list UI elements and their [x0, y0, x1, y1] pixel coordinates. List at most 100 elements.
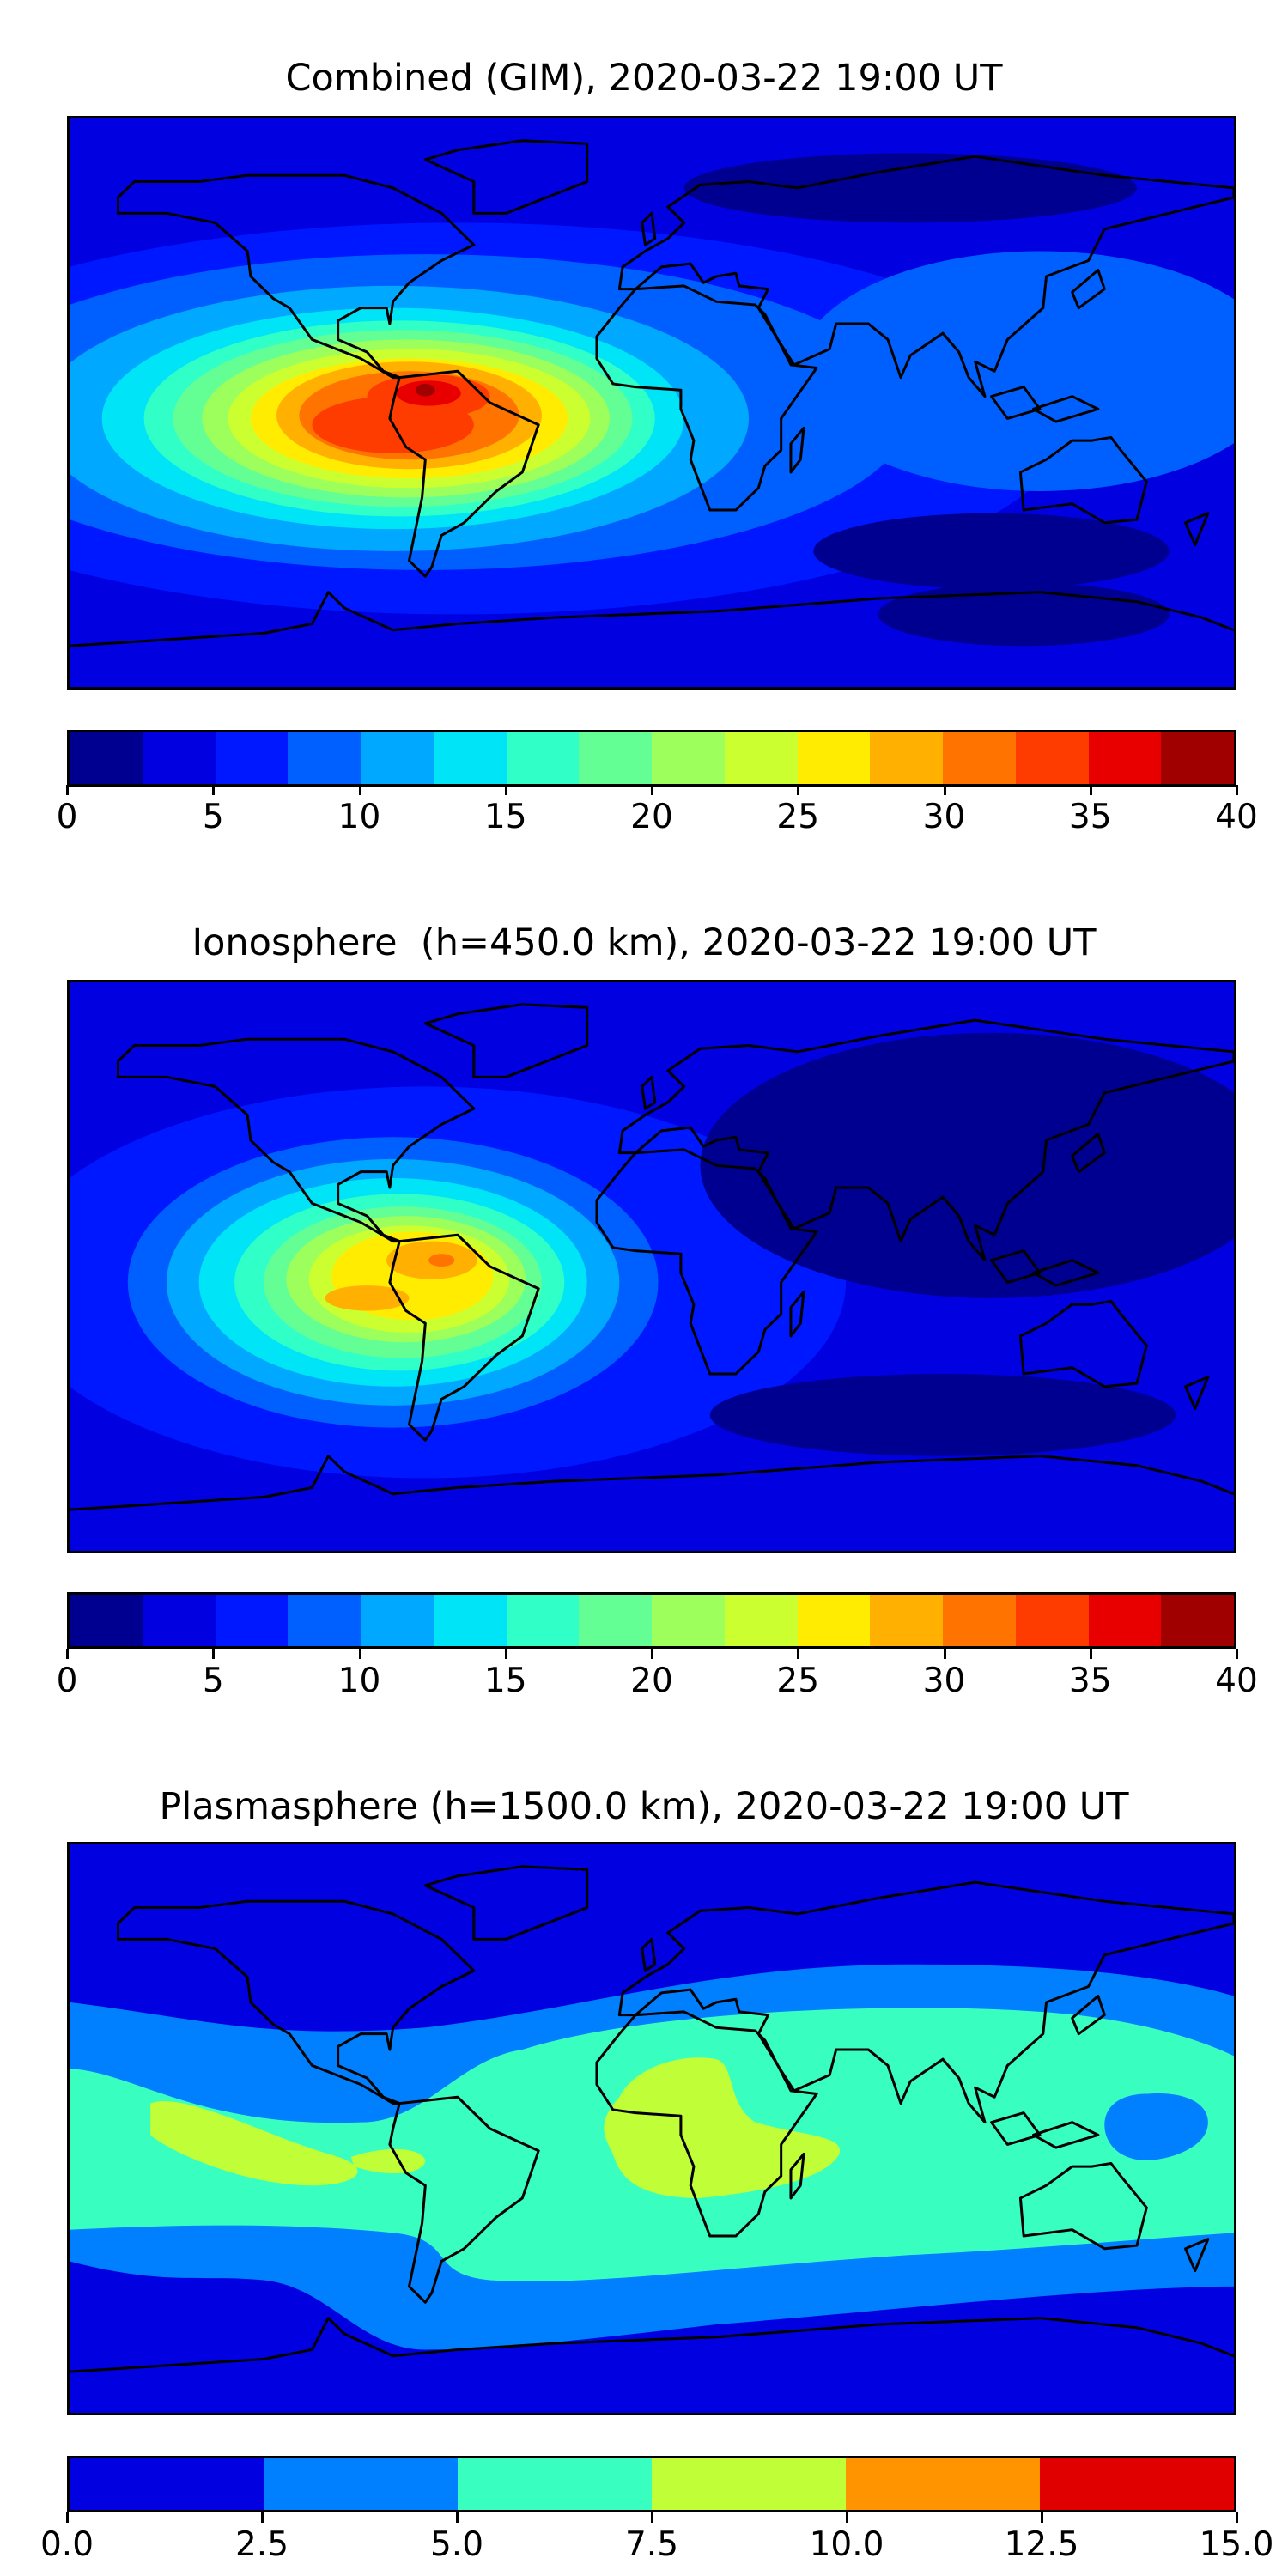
colorbar-tick [456, 2512, 459, 2523]
colorbar-tick-label: 10.0 [809, 2525, 884, 2564]
coastline [1072, 1996, 1105, 2034]
coastline [992, 387, 1041, 419]
contour-level-3 [150, 2100, 358, 2186]
coastline [425, 141, 586, 214]
coastline [70, 1456, 1234, 1510]
coastline [70, 592, 1234, 647]
colorbar-segment-1 [264, 2458, 458, 2510]
coastline [642, 1939, 655, 1971]
coastline [992, 1251, 1041, 1283]
colorbar-segment-8 [652, 732, 725, 784]
colorbar-segment-6 [506, 1595, 580, 1646]
colorbar-tick-label: 2.5 [234, 2525, 289, 2564]
panel-title: Plasmasphere (h=1500.0 km), 2020-03-22 1… [159, 1785, 1129, 1828]
colorbar-ticks: 0.0 2.5 5.0 7.5 10.0 12.5 15.0 [40, 2512, 1273, 2564]
colorbar-segment-5 [433, 1595, 507, 1646]
panel-title: Combined (GIM), 2020-03-22 19:00 UT [285, 57, 1003, 100]
coastline [619, 1020, 1234, 1261]
coastline [597, 1150, 817, 1374]
contour-level-1 [1104, 2093, 1208, 2160]
colorbar-segment-14 [1088, 1595, 1162, 1646]
colorbar-tick-label: 7.5 [624, 2525, 679, 2564]
coastline [791, 2154, 804, 2197]
colorbar [67, 730, 1236, 787]
coastline [1186, 1377, 1208, 1409]
colorbar-tick [504, 1649, 507, 1659]
colorbar-segment-2 [215, 732, 289, 784]
coastline [390, 2097, 538, 2302]
colorbar-segment-12 [943, 732, 1016, 784]
contour-level-0 [813, 513, 1170, 589]
colorbar-segment-13 [1015, 1595, 1089, 1646]
colorbar-tick [504, 785, 507, 795]
contour-level-0 [683, 153, 1137, 223]
colorbar-segment-4 [846, 2458, 1040, 2510]
colorbar-tick-label: 20 [630, 1662, 673, 1700]
colorbar-tick-label: 30 [922, 1662, 966, 1700]
colorbar-tick-label: 40 [1215, 798, 1258, 836]
colorbar-tick [1041, 2512, 1043, 2523]
colorbar-tick-label: 40 [1215, 1662, 1258, 1700]
colorbar [67, 2456, 1236, 2512]
colorbar-tick-label: 5 [202, 798, 224, 836]
coastline [425, 1867, 586, 1940]
colorbar-tick-label: 5.0 [429, 2525, 484, 2564]
coastline [390, 1235, 538, 1440]
colorbar-tick [651, 1649, 653, 1659]
colorbar-segment-15 [1161, 1595, 1234, 1646]
colorbar-tick [1236, 2512, 1238, 2523]
coastline [619, 156, 1234, 397]
colorbar-segment-9 [724, 1595, 798, 1646]
colorbar-tick [797, 785, 800, 795]
contour-level-15 [416, 383, 435, 397]
colorbar-segment-0 [70, 732, 143, 784]
coastline [642, 213, 655, 245]
colorbar-tick [651, 785, 653, 795]
colorbar-tick-label: 10 [337, 798, 381, 836]
colorbar-segment-15 [1161, 732, 1234, 784]
colorbar-tick [943, 785, 946, 795]
coastline [791, 428, 804, 471]
colorbar-tick [358, 785, 361, 795]
coastline [1186, 2239, 1208, 2271]
contour-level-12 [428, 1254, 455, 1267]
colorbar-segment-4 [361, 732, 434, 784]
coastline [992, 2113, 1041, 2145]
colorbar-segment-5 [1040, 2458, 1234, 2510]
coastline [1072, 1134, 1105, 1172]
colorbar-tick [1236, 1649, 1238, 1659]
tec-map [67, 980, 1236, 1553]
contour-level-11 [325, 1285, 410, 1311]
map-svg [70, 118, 1234, 687]
colorbar-tick [358, 1649, 361, 1659]
colorbar-tick [1089, 785, 1092, 795]
coastline [791, 1291, 804, 1335]
colorbar-tick [261, 2512, 264, 2523]
panel-title: Ionosphere (h=450.0 km), 2020-03-22 19:0… [191, 921, 1097, 964]
colorbar-tick-label: 35 [1068, 798, 1112, 836]
colorbar-segment-0 [70, 1595, 143, 1646]
coastline [597, 2012, 817, 2236]
colorbar-segment-9 [724, 732, 798, 784]
colorbar-tick [66, 2512, 69, 2523]
colorbar-tick [66, 1649, 69, 1659]
colorbar-ticks: 0 5 10 15 20 25 30 35 40 [57, 1649, 1258, 1700]
contour-level-3 [350, 2148, 426, 2174]
colorbar-segment-3 [288, 732, 361, 784]
colorbar-tick-label: 30 [922, 798, 966, 836]
coastline [425, 1005, 586, 1078]
coastline [1020, 437, 1146, 522]
colorbar-segment-0 [70, 2458, 264, 2510]
colorbar-segment-11 [870, 732, 943, 784]
colorbar-tick-label: 25 [776, 1662, 820, 1700]
colorbar-segment-12 [943, 1595, 1016, 1646]
coastline [1033, 1261, 1097, 1285]
colorbar-segment-1 [142, 1595, 216, 1646]
colorbar-tick [212, 785, 216, 795]
colorbar-tick-label: 0 [56, 1662, 78, 1700]
colorbar-segment-8 [652, 1595, 725, 1646]
colorbar-segment-2 [458, 2458, 652, 2510]
colorbar-tick [212, 1649, 216, 1659]
coastline [70, 2318, 1234, 2372]
contour-level-0 [709, 1374, 1176, 1456]
